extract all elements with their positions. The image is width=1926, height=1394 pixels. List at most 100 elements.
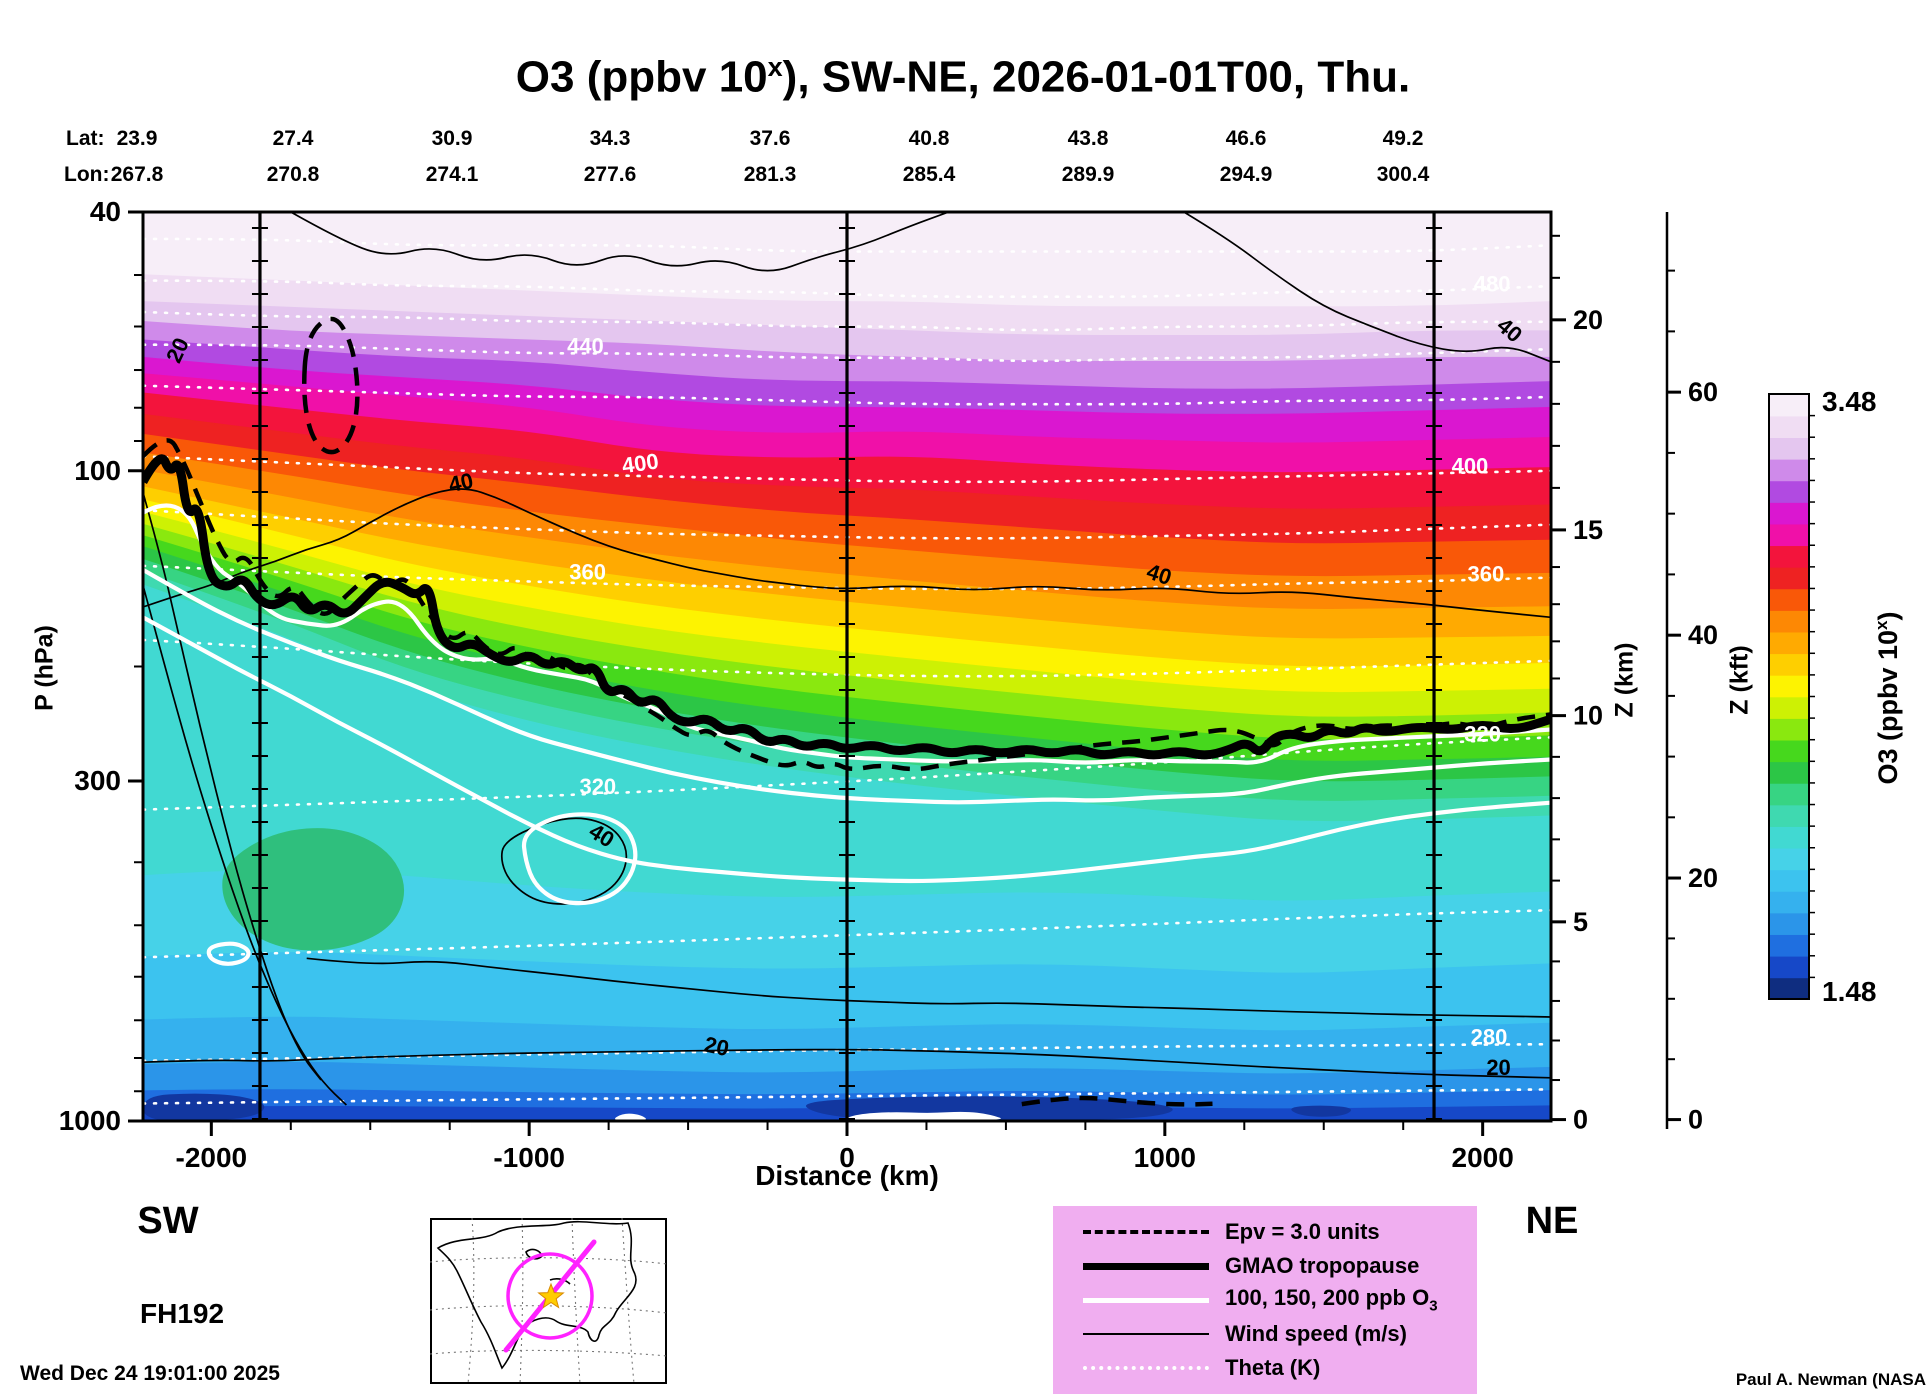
contour-label: 280	[1471, 1025, 1508, 1050]
ne-corner-label: NE	[1525, 1200, 1579, 1242]
epv-line	[1021, 1095, 1213, 1107]
colorbar-segment	[1769, 502, 1809, 525]
colorbar-segment	[1769, 437, 1809, 460]
legend-wind-line-sample	[1083, 1333, 1209, 1335]
epv-line	[302, 316, 360, 455]
z-km-tick-label: 10	[1573, 701, 1603, 731]
contour-label: 400	[620, 448, 660, 478]
map-star-icon	[537, 1282, 565, 1309]
colorbar-segment	[1769, 782, 1809, 806]
x-axis-caption: Distance (km)	[755, 1160, 939, 1191]
z-kft-tick-label: 0	[1688, 1105, 1703, 1135]
lon-value: 281.3	[743, 163, 797, 186]
legend-o3-line-sample	[1083, 1297, 1209, 1303]
lon-value: 300.4	[1376, 163, 1430, 186]
lon-value: 270.8	[266, 163, 320, 186]
page-title: O3 (ppbv 10x), SW-NE, 2026-01-01T00, Thu…	[0, 52, 1926, 103]
colorbar-caption: O3 (ppbv 10x)	[1872, 611, 1903, 785]
wind-contour-line	[306, 957, 1551, 1018]
wind-contour-line	[143, 585, 347, 1106]
o3-contour-line	[143, 567, 1551, 805]
colorbar-segment	[1769, 631, 1809, 655]
colorbar-segment	[1769, 545, 1809, 568]
colorbar-segment	[1769, 588, 1809, 611]
o3-contour-line	[521, 812, 638, 906]
map-transect-circle	[506, 1252, 594, 1340]
lon-value: 289.9	[1061, 163, 1115, 186]
forecast-hour-label: FH192	[140, 1298, 225, 1329]
colorbar-segment	[1769, 415, 1809, 439]
contour-label: 20	[1486, 1055, 1510, 1080]
navy-patch	[143, 1093, 265, 1121]
legend-item-tropopause: GMAO tropopause	[1053, 1249, 1477, 1283]
contour-label: 40	[446, 468, 475, 498]
colorbar-segment	[1769, 955, 1809, 979]
timestamp: Wed Dec 24 19:01:00 2025	[20, 1362, 280, 1385]
lon-value: 285.4	[902, 163, 956, 186]
p-axis-tick-label: 1000	[59, 1105, 121, 1136]
wind-contour-line	[500, 817, 628, 905]
z-kft-tick-label: 20	[1688, 863, 1718, 893]
contour-label: 400	[1452, 454, 1489, 479]
wind-contour-line	[143, 1048, 1551, 1079]
map-graticule	[430, 1218, 667, 1384]
legend-item-theta: Theta (K)	[1053, 1351, 1477, 1385]
x-axis-tick-label: -1000	[493, 1142, 565, 1173]
colorbar-segment	[1769, 718, 1809, 741]
lat-value: 23.9	[116, 127, 158, 150]
contour-label: 480	[1474, 271, 1511, 296]
title-exponent: x	[767, 52, 783, 82]
legend-epv-line-sample	[1083, 1230, 1209, 1234]
surface-notch	[615, 1113, 646, 1121]
x-axis-tick-label: 2000	[1452, 1142, 1514, 1173]
p-axis-tick-label: 100	[74, 455, 121, 486]
lon-value: 274.1	[425, 163, 479, 186]
wind-contour-line	[1183, 212, 1551, 363]
colorbar-segment	[1769, 480, 1809, 503]
wind-contour-line	[290, 212, 949, 272]
colorbar-segment	[1769, 977, 1809, 1000]
green-patch	[222, 828, 405, 951]
lon-value: 277.6	[583, 163, 637, 186]
title-suffix: ), SW-NE, 2026-01-01T00, Thu.	[782, 52, 1411, 102]
p-axis-tick-label: 300	[74, 765, 121, 796]
lat-value: 37.6	[749, 127, 791, 150]
p-axis-caption: P (hPa)	[30, 625, 59, 711]
z-km-tick-label: 20	[1573, 305, 1603, 335]
colorbar	[1768, 393, 1815, 1000]
colorbar-segment	[1769, 804, 1809, 827]
z-kft-axis-caption: Z (kft)	[1725, 645, 1754, 715]
lat-value: 46.6	[1225, 127, 1267, 150]
legend-item-epv: Epv = 3.0 units	[1053, 1215, 1477, 1249]
colorbar-segment	[1769, 912, 1809, 935]
lat-axis-label: Lat:	[66, 127, 105, 150]
colorbar-max-value: 3.48	[1822, 386, 1877, 417]
title-prefix: O3 (ppbv 10	[515, 52, 768, 102]
colorbar-segment	[1769, 653, 1809, 676]
legend-wind-label: Wind speed (m/s)	[1225, 1321, 1407, 1346]
lat-value: 43.8	[1067, 127, 1109, 150]
legend-theta-label: Theta (K)	[1225, 1355, 1321, 1380]
colorbar-segment	[1769, 761, 1809, 784]
x-axis-tick-label: 1000	[1134, 1142, 1196, 1173]
legend-tropopause-line-sample	[1083, 1262, 1209, 1270]
colorbar-segment	[1769, 566, 1809, 590]
colorbar-segment	[1769, 847, 1809, 871]
z-km-tick-label: 15	[1573, 515, 1603, 545]
lat-value: 49.2	[1382, 127, 1424, 150]
colorbar-segment	[1769, 394, 1809, 417]
colorbar-min-value: 1.48	[1822, 976, 1877, 1007]
colorbar-segment	[1769, 458, 1809, 482]
o3-contour-line	[143, 615, 1551, 884]
contour-label: 440	[567, 333, 604, 358]
colorbar-segment	[1769, 869, 1809, 892]
z-kft-tick-label: 60	[1688, 377, 1718, 407]
lon-axis-label: Lon:	[64, 163, 110, 186]
legend-theta-line-sample	[1083, 1366, 1209, 1370]
lon-value: 267.8	[110, 163, 164, 186]
contour-label: 360	[569, 560, 606, 585]
colorbar-segment	[1769, 890, 1809, 914]
